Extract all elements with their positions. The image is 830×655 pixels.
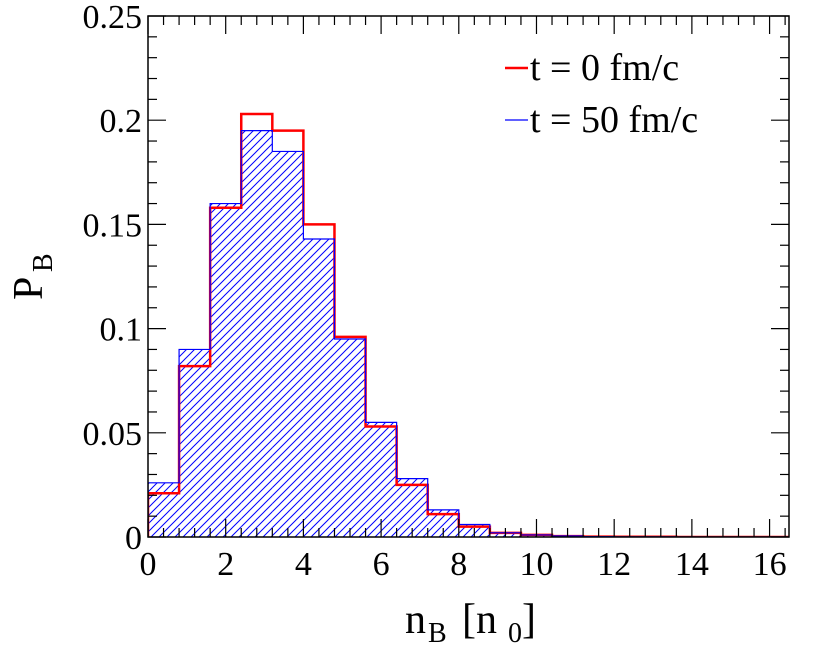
bar-hatch-1-2 xyxy=(210,203,242,537)
x-tick-label: 10 xyxy=(519,546,553,583)
x-tick-label: 6 xyxy=(373,546,390,583)
y-axis-title-sub: B xyxy=(28,253,59,272)
x-tick-label: 4 xyxy=(295,546,312,583)
x-axis-title: n B [n 0 ] xyxy=(405,597,536,649)
x-axis-title-unit-sub: 0 xyxy=(508,618,522,649)
x-tick-label: 2 xyxy=(217,546,234,583)
bar-hatch-1-1 xyxy=(179,349,211,537)
legend-label: t = 0 fm/c xyxy=(530,47,679,89)
bar-hatch-1-6 xyxy=(334,339,366,537)
y-tick-label: 0.05 xyxy=(83,416,143,453)
legend-label: t = 50 fm/c xyxy=(530,99,698,141)
x-tick-label: 0 xyxy=(140,546,157,583)
x-tick-label: 8 xyxy=(450,546,467,583)
x-axis-title-unit: [n xyxy=(462,597,497,643)
x-axis-title-sub: B xyxy=(428,618,447,649)
x-axis-title-main: n xyxy=(405,597,426,643)
y-axis-title: P B xyxy=(6,253,59,300)
bar-hatch-1-5 xyxy=(303,238,335,537)
x-axis-title-unit-close: ] xyxy=(522,597,536,643)
bar-hatch-1-0 xyxy=(148,482,180,537)
y-tick-label: 0 xyxy=(125,520,142,557)
legend: t = 0 fm/c t = 50 fm/c xyxy=(505,47,698,141)
y-axis-title-main: P xyxy=(6,277,52,300)
y-tick-label: 0.15 xyxy=(83,207,143,244)
y-tick-label: 0.1 xyxy=(100,312,143,349)
y-tick-label: 0.2 xyxy=(100,103,143,140)
series-layer xyxy=(148,112,789,537)
axes-layer xyxy=(147,15,790,538)
tick-label-layer: 0 2 4 6 8 10 12 14 16 0 0.05 0.1 0.15 0.2 0.25 xyxy=(83,0,787,583)
bar-hatch-1-4 xyxy=(272,151,304,537)
x-tick-label: 12 xyxy=(597,546,631,583)
x-tick-label: 16 xyxy=(753,546,787,583)
plot-frame xyxy=(147,15,790,538)
x-tick-label: 14 xyxy=(675,546,709,583)
bar-hatch-1-3 xyxy=(241,130,273,537)
y-tick-label: 0.25 xyxy=(83,0,143,36)
bar-hatch-1-7 xyxy=(365,422,397,537)
bar-hatch-1-8 xyxy=(396,478,428,537)
